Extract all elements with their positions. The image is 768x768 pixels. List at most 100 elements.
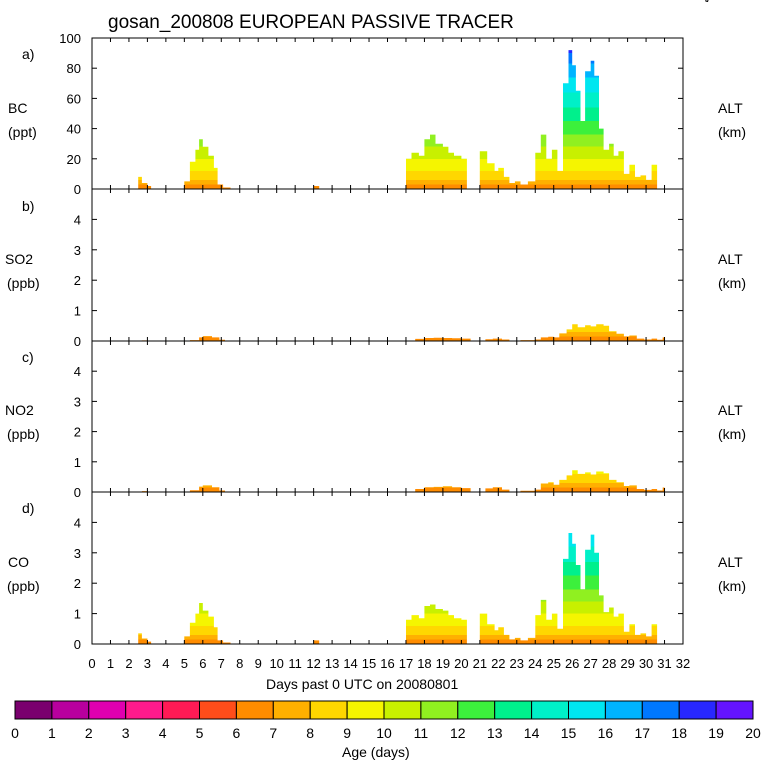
y-tick-label: 40 [67,122,81,137]
y-tick-label: 60 [67,91,81,106]
y-tick-label: 3 [74,243,81,258]
x-tick-label: 32 [676,656,690,671]
panel-bc: 0 20 40 60 80 100 [59,31,684,197]
colorbar-swatch [457,700,496,720]
y-tick-label: 3 [74,546,81,561]
y-tick-label: 3 [74,394,81,409]
panel-b-alt: ALT [718,251,743,267]
colorbar-tick-label: 0 [11,725,19,741]
panel-d-km: (km) [718,578,746,594]
colorbar-tick-label: 12 [450,725,466,741]
series-area-so2 [134,324,665,341]
colorbar-swatch [494,700,533,720]
panel-a-species: BC [8,100,28,116]
colorbar-tick-label: 18 [671,725,687,741]
colorbar-swatch [678,700,717,720]
colorbar-swatch [199,700,237,720]
y-tick-label: 80 [67,61,81,76]
x-tick-label: 18 [417,656,431,671]
plot-frame [91,188,684,342]
x-tick-label: 24 [528,656,542,671]
colorbar-tick-label: 20 [745,725,761,741]
x-tick-label: 1 [107,656,114,671]
panel-b-letter: b) [22,198,35,214]
colorbar-tick-label: 10 [376,725,392,741]
x-tick-label: 7 [218,656,225,671]
colorbar-tick-label: 6 [233,725,241,741]
panel-a-km: (km) [718,124,746,140]
panel-co: 0 1 2 3 4 [74,491,684,652]
x-tick-label: 28 [602,656,616,671]
series-area-bc [132,50,667,189]
colorbar-tick-label: 4 [159,725,167,741]
y-tick-label: 0 [74,334,81,349]
small-mark: \/ [703,0,711,5]
panel-d-unit: (ppb) [7,578,40,594]
plot-frame [91,340,684,493]
colorbar-swatch [14,700,53,720]
x-tick-label: 11 [288,656,302,671]
panel-so2: 0 1 2 3 4 [74,188,684,349]
y-tick-label: 2 [74,273,81,288]
colorbar-tick-label: 19 [708,725,724,741]
x-tick-label: 22 [491,656,505,671]
x-axis-label: Days past 0 UTC on 20080801 [266,676,459,692]
colorbar-tick-label: 9 [343,725,351,741]
x-tick-label: 14 [343,656,357,671]
colorbar-swatch [88,700,127,720]
colorbar-swatch [235,700,274,720]
x-tick-label: 30 [639,656,653,671]
x-tick-label: 25 [546,656,560,671]
colorbar: 0 1 2 3 4 5 6 7 8 9 10 11 12 13 14 15 16 17 18 19 20 [11,700,761,741]
x-tick-label: 6 [199,656,206,671]
x-tick-label: 4 [162,656,169,671]
colorbar-tick-label: 15 [561,725,577,741]
x-tick-label: 31 [657,656,671,671]
colorbar-swatch [383,700,422,720]
colorbar-swatch [568,700,606,720]
panel-d-letter: d) [22,500,35,516]
y-tick-label: 20 [67,152,81,167]
panel-d-species: CO [8,554,29,570]
x-tick-label: 9 [255,656,262,671]
colorbar-swatch [162,700,201,720]
x-tick-label: 8 [236,656,243,671]
colorbar-tick-label: 14 [524,725,540,741]
panel-c-species: NO2 [5,402,34,418]
panel-b-km: (km) [718,275,746,291]
y-tick-label: 100 [59,31,81,46]
colorbar-swatch [420,700,459,720]
y-tick-label: 0 [74,182,81,197]
y-tick-label: 1 [74,607,81,622]
x-tick-label: 20 [454,656,468,671]
x-tick-label: 27 [583,656,597,671]
panel-a-alt: ALT [718,100,743,116]
y-tick-label: 1 [74,304,81,319]
colorbar-tick-label: 13 [487,725,503,741]
y-tick-label: 4 [74,364,81,379]
y-tick-label: 1 [74,455,81,470]
panel-a-unit: (ppt) [8,124,37,140]
x-tick-label: 12 [306,656,320,671]
colorbar-swatch [346,700,385,720]
colorbar-swatch [641,700,680,720]
panel-a-letter: a) [22,46,35,62]
y-tick-label: 0 [74,637,81,652]
colorbar-tick-label: 5 [196,725,204,741]
panel-b-unit: (ppb) [7,275,40,291]
colorbar-swatch [309,700,348,720]
series-area-co [132,533,667,644]
colorbar-tick-label: 2 [85,725,93,741]
x-tick-label: 13 [325,656,339,671]
x-tick-label: 21 [473,656,487,671]
y-tick-label: 0 [74,485,81,500]
colorbar-tick-label: 16 [598,725,614,741]
x-tick-label: 16 [380,656,394,671]
x-tick-labels: 0 1 2 3 4 5 6 7 8 9 10 11 12 13 14 15 16 17 18 19 20 21 22 23 24… [88,656,690,671]
colorbar-swatch [272,700,311,720]
panel-b-species: SO2 [5,251,34,267]
x-tick-label: 2 [125,656,132,671]
series-area-no2 [134,470,665,492]
x-tick-label: 15 [362,656,376,671]
